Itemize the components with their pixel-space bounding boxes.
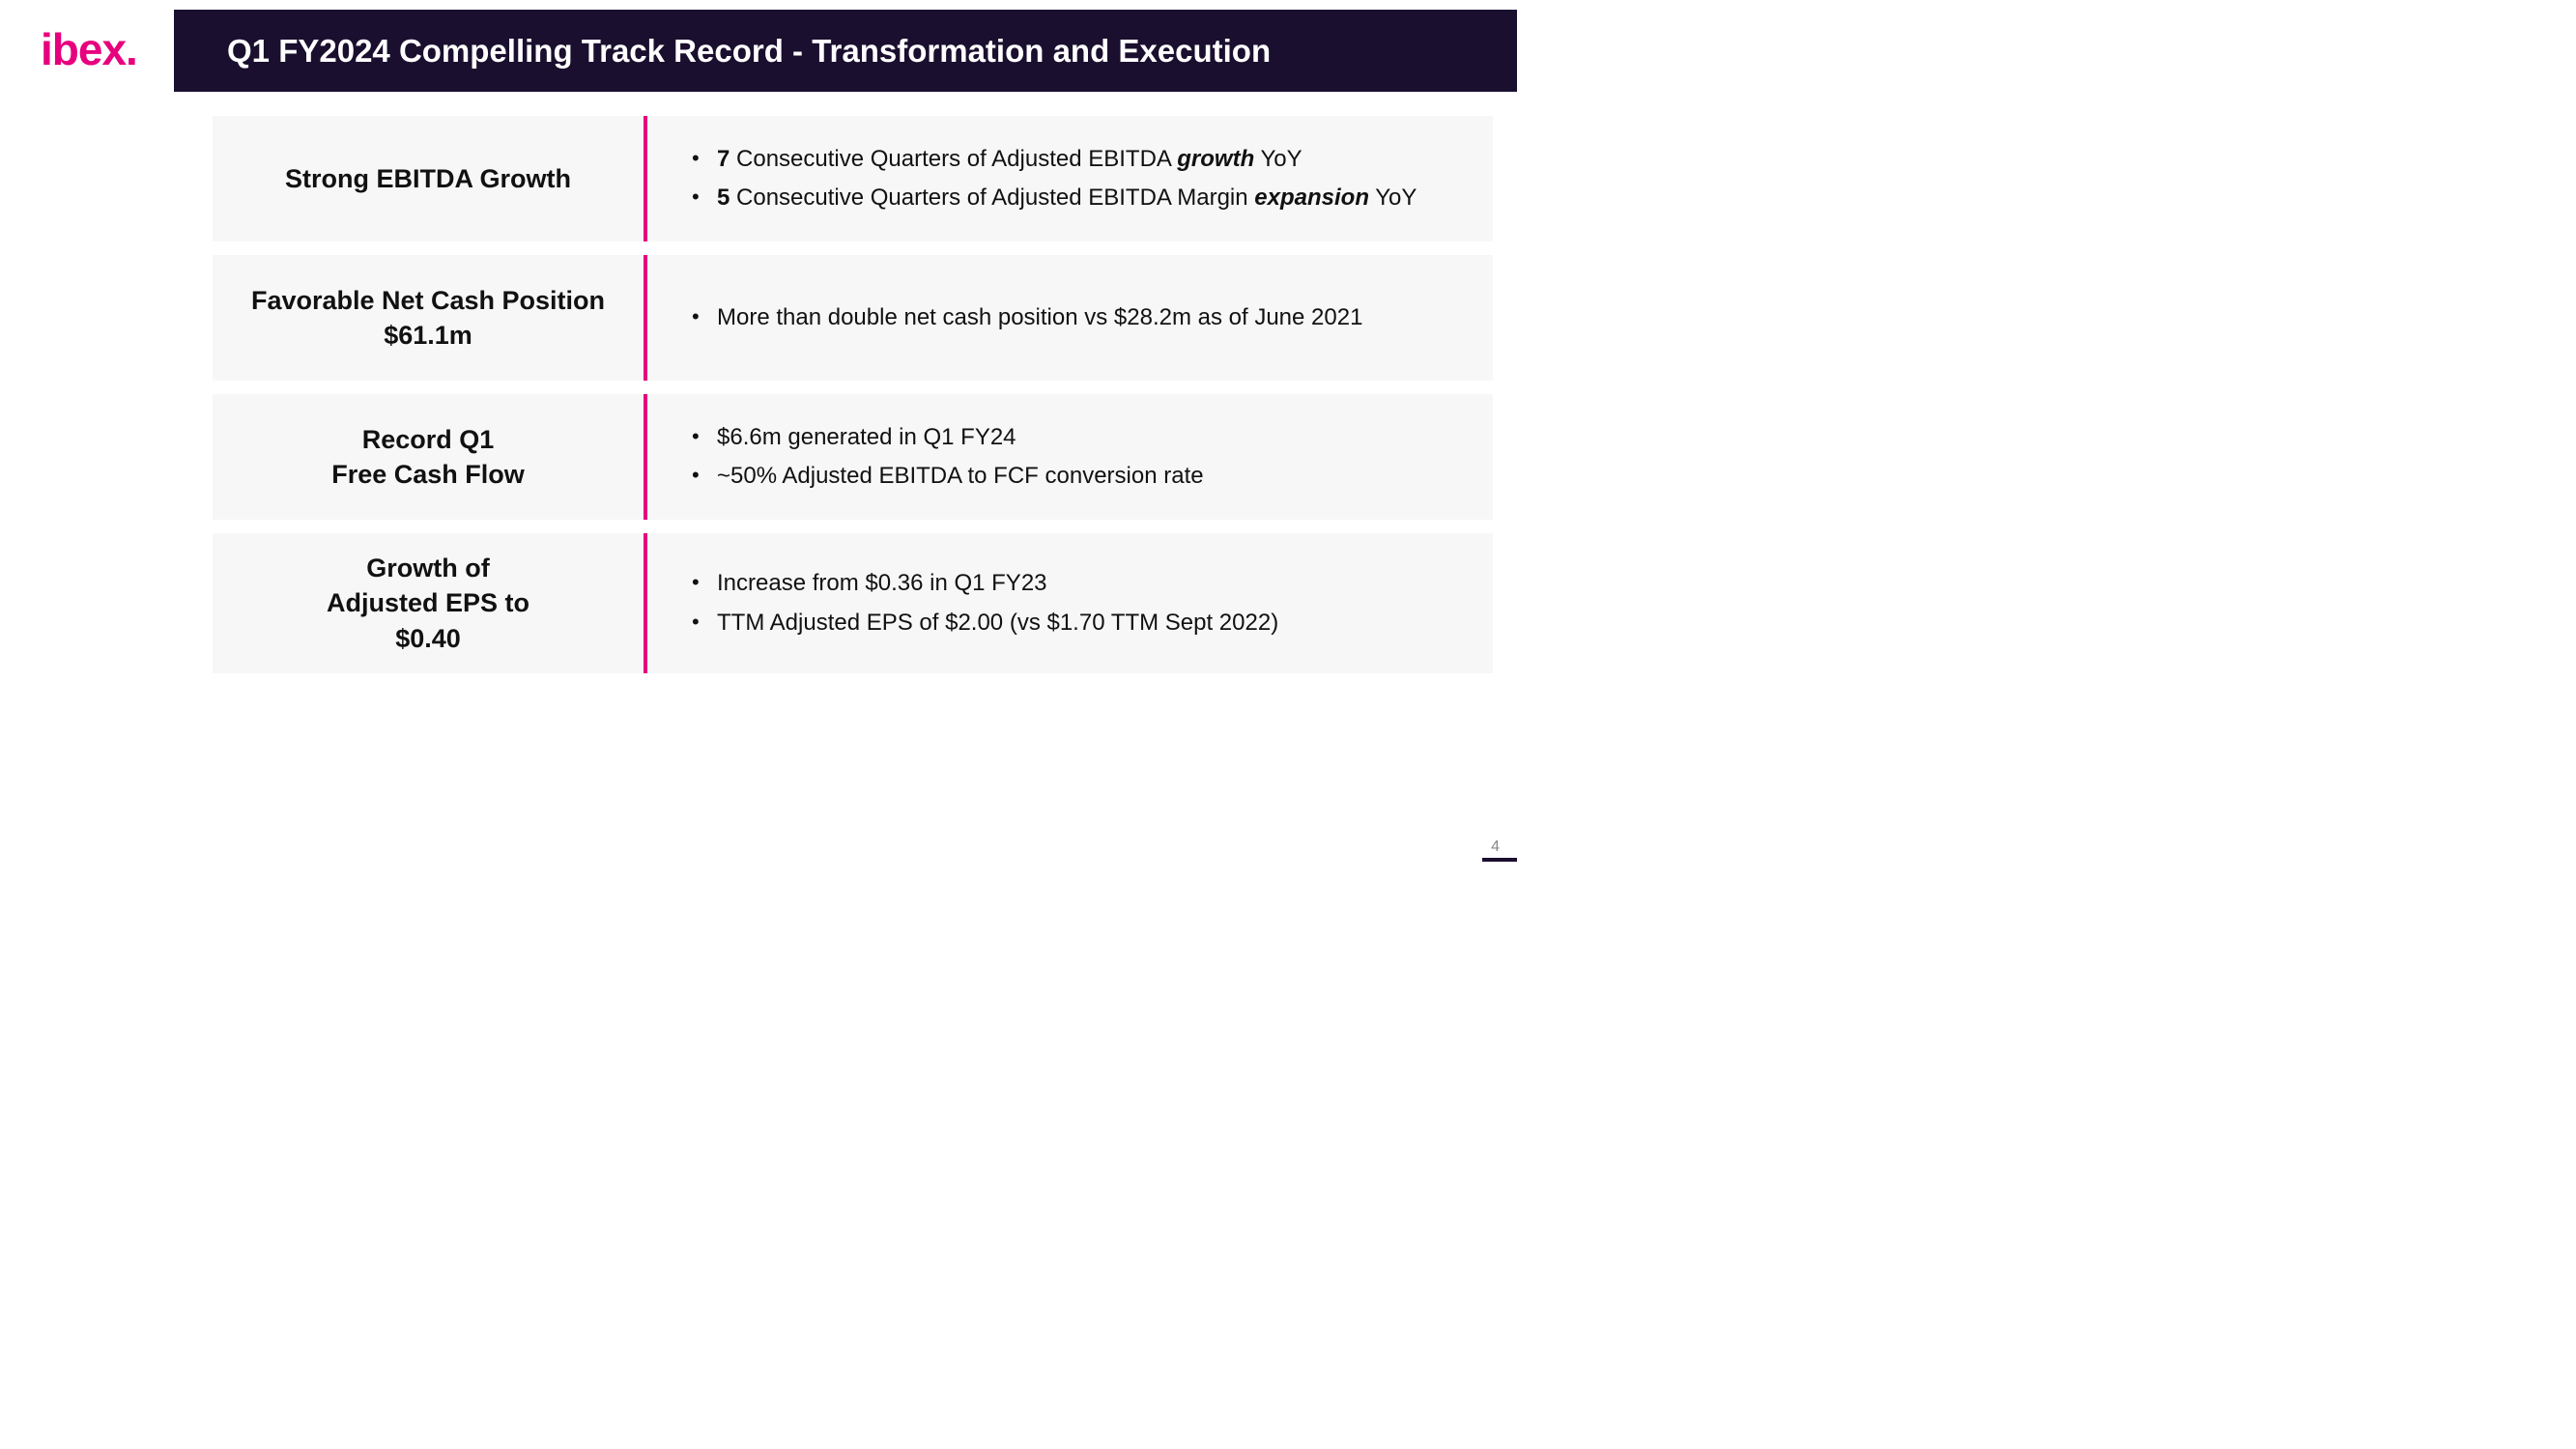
info-row: Favorable Net Cash Position$61.1m More th… (213, 255, 1493, 381)
page-number: 4 (1491, 838, 1500, 856)
row-heading-cell: Record Q1Free Cash Flow (213, 394, 647, 520)
row-heading-cell: Favorable Net Cash Position$61.1m (213, 255, 647, 381)
brand-logo: ibex. (41, 23, 137, 75)
row-heading-cell: Growth ofAdjusted EPS to$0.40 (213, 533, 647, 673)
bullet-list: More than double net cash position vs $2… (686, 295, 1464, 341)
row-detail-cell: More than double net cash position vs $2… (647, 255, 1493, 381)
bullet-item: TTM Adjusted EPS of $2.00 (vs $1.70 TTM … (686, 608, 1464, 639)
bullet-list: 7 Consecutive Quarters of Adjusted EBITD… (686, 136, 1464, 222)
bullet-item: 7 Consecutive Quarters of Adjusted EBITD… (686, 144, 1464, 175)
info-row: Growth ofAdjusted EPS to$0.40 Increase fr… (213, 533, 1493, 673)
row-heading: Growth ofAdjusted EPS to$0.40 (327, 551, 530, 656)
bullet-item: More than double net cash position vs $2… (686, 302, 1464, 333)
row-heading-cell: Strong EBITDA Growth (213, 116, 647, 242)
bullet-item: 5 Consecutive Quarters of Adjusted EBITD… (686, 183, 1464, 213)
content-area: Strong EBITDA Growth 7 Consecutive Quarte… (213, 116, 1493, 673)
row-heading: Record Q1Free Cash Flow (331, 422, 525, 493)
page-title: Q1 FY2024 Compelling Track Record - Tran… (227, 33, 1271, 70)
row-heading: Strong EBITDA Growth (285, 161, 571, 196)
row-heading: Favorable Net Cash Position$61.1m (251, 283, 605, 354)
info-row: Record Q1Free Cash Flow $6.6m generated i… (213, 394, 1493, 520)
bullet-item: $6.6m generated in Q1 FY24 (686, 422, 1464, 453)
accent-bar (1482, 858, 1517, 862)
bullet-list: $6.6m generated in Q1 FY24 ~50% Adjusted … (686, 414, 1464, 500)
title-bar: Q1 FY2024 Compelling Track Record - Tran… (174, 10, 1517, 92)
row-detail-cell: 7 Consecutive Quarters of Adjusted EBITD… (647, 116, 1493, 242)
bullet-item: Increase from $0.36 in Q1 FY23 (686, 568, 1464, 599)
row-detail-cell: $6.6m generated in Q1 FY24 ~50% Adjusted … (647, 394, 1493, 520)
bullet-item: ~50% Adjusted EBITDA to FCF conversion r… (686, 461, 1464, 492)
info-row: Strong EBITDA Growth 7 Consecutive Quarte… (213, 116, 1493, 242)
row-detail-cell: Increase from $0.36 in Q1 FY23 TTM Adjust… (647, 533, 1493, 673)
bullet-list: Increase from $0.36 in Q1 FY23 TTM Adjust… (686, 560, 1464, 646)
